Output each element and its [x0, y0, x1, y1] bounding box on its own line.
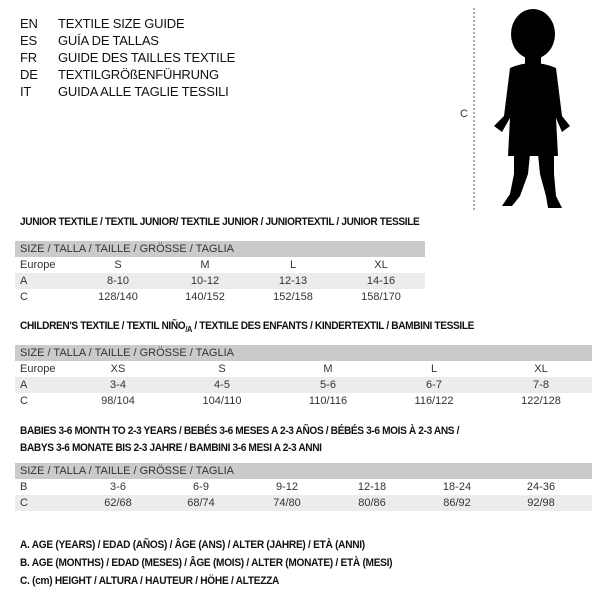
child-silhouette-figure: C	[458, 6, 593, 212]
language-title: GUÍA DE TALLAS	[58, 33, 159, 48]
table-cell: 122/128	[521, 395, 561, 407]
measure-label: C	[460, 108, 468, 120]
language-title: GUIDE DES TAILLES TEXTILE	[58, 50, 236, 65]
table-cell: M	[200, 259, 210, 271]
table-cell: 68/74	[187, 497, 215, 509]
babies-title-line1: BABIES 3-6 MONTH TO 2-3 YEARS / BEBÉS 3-…	[20, 425, 460, 437]
table-cell: 5-6	[320, 379, 336, 391]
size-header-row: SIZE / TALLA / TAILLE / GRÖSSE / TAGLIA	[15, 463, 592, 479]
table-cell: 14-16	[366, 275, 396, 287]
table-cell: 18-24	[442, 481, 472, 493]
junior-size-table: SIZE / TALLA / TAILLE / GRÖSSE / TAGLIA E…	[15, 241, 425, 305]
table-cell: 7-8	[533, 379, 549, 391]
table-cell: 24-36	[526, 481, 556, 493]
legend-a: A. AGE (YEARS) / EDAD (AÑOS) / ÂGE (ANS)…	[20, 539, 365, 551]
row-label: A	[20, 275, 28, 287]
table-cell: 80/86	[358, 497, 386, 509]
table-cell: 4-5	[214, 379, 230, 391]
size-header: SIZE / TALLA / TAILLE / GRÖSSE / TAGLIA	[20, 243, 234, 255]
table-cell: XS	[110, 363, 126, 375]
table-row: C 62/68 68/74 74/80 80/86 86/92 92/98	[15, 495, 592, 511]
table-cell: 152/158	[273, 291, 313, 303]
legend-b: B. AGE (MONTHS) / EDAD (MESES) / ÂGE (MO…	[20, 557, 393, 569]
children-size-table: SIZE / TALLA / TAILLE / GRÖSSE / TAGLIA E…	[15, 345, 592, 409]
row-label: Europe	[20, 363, 56, 375]
table-cell: 9-12	[275, 481, 299, 493]
language-code: IT	[20, 84, 32, 99]
row-label: A	[20, 379, 28, 391]
language-code: DE	[20, 67, 38, 82]
language-title: TEXTILE SIZE GUIDE	[58, 16, 185, 31]
table-cell: 140/152	[185, 291, 225, 303]
table-cell: S	[114, 259, 122, 271]
table-cell: 6-9	[193, 481, 209, 493]
table-row: C 98/104 104/110 110/116 116/122 122/128	[15, 393, 592, 409]
junior-title: JUNIOR TEXTILE / TEXTIL JUNIOR/ TEXTILE …	[20, 216, 420, 228]
table-cell: 62/68	[104, 497, 132, 509]
table-cell: 3-4	[110, 379, 126, 391]
table-cell: L	[430, 363, 438, 375]
language-code: FR	[20, 50, 37, 65]
table-row: A 3-4 4-5 5-6 6-7 7-8	[15, 377, 592, 393]
table-cell: 110/116	[308, 395, 348, 407]
table-cell: M	[323, 363, 333, 375]
table-cell: 10-12	[190, 275, 220, 287]
table-cell: 104/110	[202, 395, 242, 407]
table-cell: 12-13	[278, 275, 308, 287]
language-code: EN	[20, 16, 38, 31]
row-label: Europe	[20, 259, 56, 271]
table-cell: 3-6	[110, 481, 126, 493]
table-row: Europe XS S M L XL	[15, 361, 592, 377]
legend-c: C. (cm) HEIGHT / ALTURA / HAUTEUR / HÖHE…	[20, 575, 280, 587]
table-cell: L	[289, 259, 297, 271]
table-cell: 128/140	[98, 291, 138, 303]
language-code: ES	[20, 33, 37, 48]
babies-title-line2: BABYS 3-6 MONATE BIS 2-3 JAHRE / BAMBINI…	[20, 442, 322, 454]
row-label: C	[20, 497, 28, 509]
children-title-sub: /A	[185, 325, 192, 335]
babies-size-table: SIZE / TALLA / TAILLE / GRÖSSE / TAGLIA B…	[15, 463, 592, 511]
table-cell: 158/170	[361, 291, 401, 303]
size-header-row: SIZE / TALLA / TAILLE / GRÖSSE / TAGLIA	[15, 241, 425, 257]
language-title: GUIDA ALLE TAGLIE TESSILI	[58, 84, 229, 99]
table-cell: XL	[534, 363, 548, 375]
table-cell: 98/104	[101, 395, 135, 407]
size-header: SIZE / TALLA / TAILLE / GRÖSSE / TAGLIA	[20, 347, 234, 359]
children-title: CHILDREN'S TEXTILE / TEXTIL NIÑO/A / TEX…	[20, 320, 474, 334]
table-cell: 92/98	[527, 497, 555, 509]
row-label: C	[20, 291, 28, 303]
table-cell: 8-10	[106, 275, 130, 287]
table-row: B 3-6 6-9 9-12 12-18 18-24 24-36	[15, 479, 592, 495]
table-row: Europe S M L XL	[15, 257, 425, 273]
size-header-row: SIZE / TALLA / TAILLE / GRÖSSE / TAGLIA	[15, 345, 592, 361]
table-cell: 12-18	[357, 481, 387, 493]
language-title: TEXTILGRÖßENFÜHRUNG	[58, 67, 219, 82]
table-cell: S	[218, 363, 226, 375]
children-title-b: / TEXTILE DES ENFANTS / KINDERTEXTIL / B…	[191, 320, 475, 332]
table-cell: 74/80	[273, 497, 301, 509]
table-cell: 86/92	[443, 497, 471, 509]
table-cell: XL	[374, 259, 388, 271]
table-cell: 6-7	[426, 379, 442, 391]
children-title-a: CHILDREN'S TEXTILE / TEXTIL NIÑO	[20, 320, 186, 332]
table-row: A 8-10 10-12 12-13 14-16	[15, 273, 425, 289]
row-label: B	[20, 481, 28, 493]
table-row: C 128/140 140/152 152/158 158/170	[15, 289, 425, 305]
row-label: C	[20, 395, 28, 407]
table-cell: 116/122	[414, 395, 454, 407]
size-header: SIZE / TALLA / TAILLE / GRÖSSE / TAGLIA	[20, 465, 234, 477]
child-silhouette-icon	[473, 8, 570, 210]
